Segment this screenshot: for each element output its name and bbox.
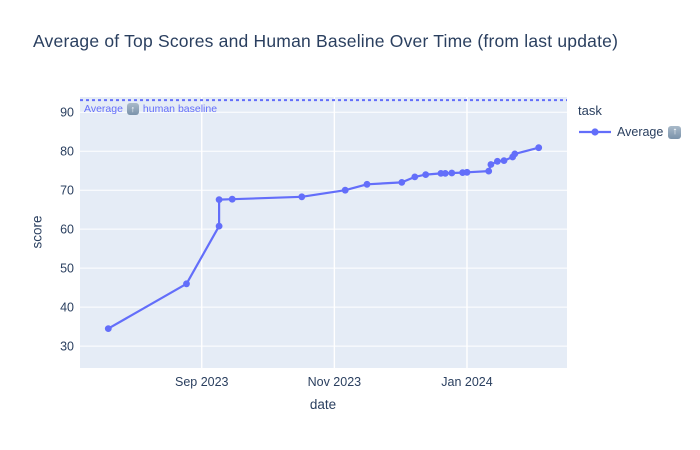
up-arrow-emoji-icon: ↑ (126, 103, 139, 115)
data-point[interactable] (485, 167, 493, 175)
legend-title: task (578, 103, 602, 118)
annotation-text-post: human baseline (142, 103, 218, 115)
data-point[interactable] (448, 169, 456, 177)
data-point[interactable] (487, 161, 495, 168)
y-tick-label: 30 (60, 339, 74, 353)
legend-entry-label: Average (617, 125, 664, 139)
up-arrow-emoji-icon: ↑ (668, 125, 682, 139)
data-point[interactable] (215, 196, 223, 204)
legend-entry-average[interactable]: Average ↑ (578, 125, 682, 139)
data-point[interactable] (215, 222, 223, 230)
annotation-text-pre: Average (84, 103, 123, 115)
legend: task Average ↑ (578, 103, 682, 139)
human-baseline-annotation: Average ↑ human baseline (84, 103, 217, 115)
data-point[interactable] (363, 180, 371, 188)
x-tick-label: Jan 2024 (441, 375, 492, 389)
y-tick-label: 70 (60, 183, 74, 197)
y-tick-label: 40 (60, 300, 74, 314)
data-point[interactable] (398, 179, 406, 186)
data-point[interactable] (298, 193, 306, 201)
y-tick-label: 80 (60, 144, 74, 158)
data-point[interactable] (463, 168, 471, 176)
data-point[interactable] (535, 144, 543, 152)
y-tick-label: 60 (60, 222, 74, 236)
data-point[interactable] (441, 170, 449, 177)
data-point[interactable] (104, 325, 112, 332)
x-axis-title: date (309, 397, 337, 412)
y-tick-label: 50 (60, 261, 74, 275)
plot-area[interactable] (80, 97, 567, 368)
data-point[interactable] (511, 150, 519, 158)
x-tick-label: Sep 2023 (175, 375, 229, 389)
y-axis-title: score (29, 215, 45, 249)
data-point[interactable] (183, 280, 190, 288)
data-point[interactable] (411, 173, 419, 181)
data-point[interactable] (500, 157, 508, 165)
x-tick-label: Nov 2023 (308, 375, 362, 389)
y-tick-label: 90 (60, 105, 74, 119)
data-point[interactable] (228, 195, 236, 203)
chart-title: Average of Top Scores and Human Baseline… (33, 31, 619, 51)
data-point[interactable] (422, 171, 430, 179)
legend-line-sample-icon (579, 128, 611, 136)
data-point[interactable] (494, 157, 501, 165)
data-point[interactable] (341, 186, 349, 194)
